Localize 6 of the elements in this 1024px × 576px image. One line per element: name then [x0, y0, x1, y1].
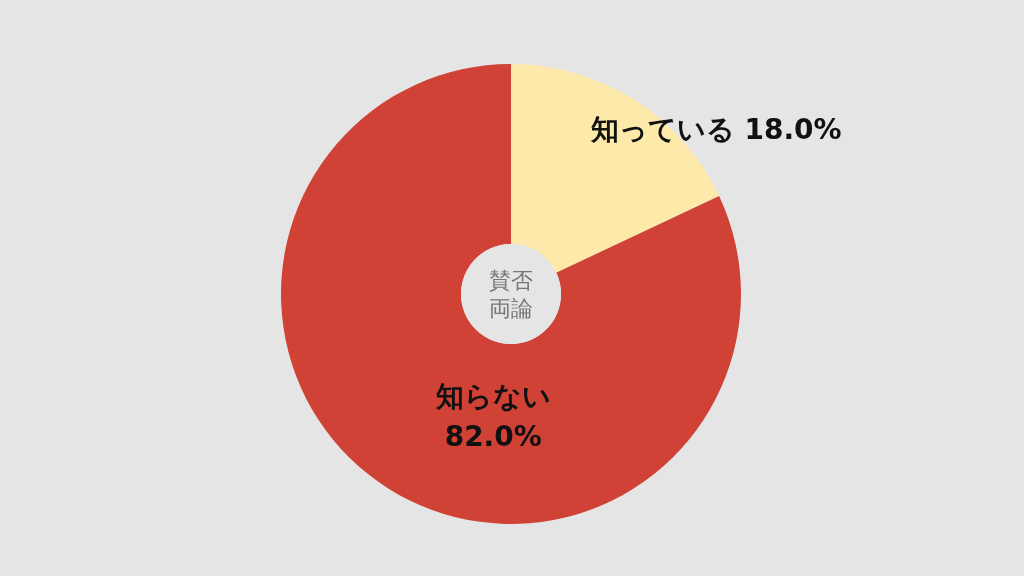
- data-label: 18.0%: [744, 112, 842, 146]
- slice-label: 知らない: [434, 379, 551, 413]
- data-label: 82.0%: [444, 419, 542, 453]
- slice-label: 知っている: [590, 112, 735, 146]
- text: 賛否両論: [489, 268, 533, 321]
- donut-slice: [281, 64, 741, 524]
